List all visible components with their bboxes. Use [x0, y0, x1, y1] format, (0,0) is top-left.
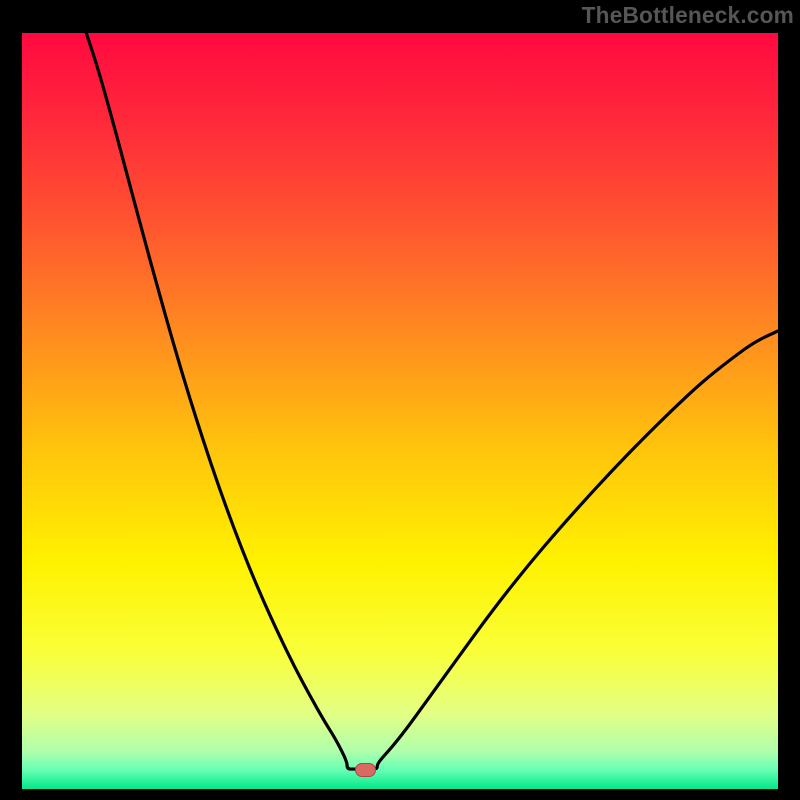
bottleneck-curve [22, 33, 778, 778]
watermark-text: TheBottleneck.com [582, 2, 794, 29]
optimum-marker [355, 763, 377, 777]
plot-area [22, 33, 778, 778]
figure-root: TheBottleneck.com [0, 0, 800, 800]
